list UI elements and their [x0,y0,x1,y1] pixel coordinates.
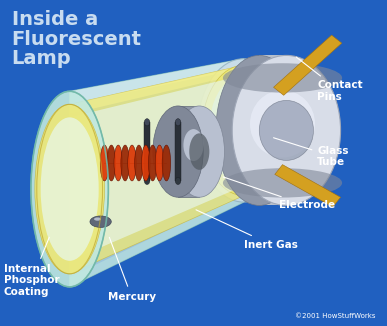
Text: Inside a
Fluorescent
Lamp: Inside a Fluorescent Lamp [12,10,142,68]
Polygon shape [70,75,244,261]
Ellipse shape [94,217,101,221]
Ellipse shape [107,145,116,181]
Ellipse shape [35,104,104,274]
Ellipse shape [155,145,164,181]
Ellipse shape [100,145,109,181]
Ellipse shape [202,65,286,196]
Ellipse shape [209,75,279,186]
Ellipse shape [223,168,342,198]
Ellipse shape [135,145,143,181]
Polygon shape [70,65,244,274]
Polygon shape [70,194,244,287]
Ellipse shape [121,145,129,181]
Ellipse shape [41,117,99,261]
Ellipse shape [114,145,123,181]
Ellipse shape [148,145,157,181]
Polygon shape [175,122,181,181]
Ellipse shape [144,177,150,185]
Text: Internal
Phosphor
Coating: Internal Phosphor Coating [4,237,60,297]
Ellipse shape [259,100,313,160]
Text: ©2001 HowStuffWorks: ©2001 HowStuffWorks [295,314,375,319]
Ellipse shape [162,145,171,181]
Text: Electrode: Electrode [223,177,335,210]
Ellipse shape [232,55,341,205]
Ellipse shape [142,145,150,181]
Text: Inert Gas: Inert Gas [196,210,298,249]
Polygon shape [178,106,199,197]
Ellipse shape [197,59,290,202]
Ellipse shape [216,55,303,205]
Ellipse shape [223,63,342,93]
Polygon shape [259,55,286,205]
Ellipse shape [250,90,315,157]
Ellipse shape [183,129,204,161]
Ellipse shape [153,106,203,197]
Ellipse shape [175,177,181,185]
Text: Glass
Tube: Glass Tube [274,138,349,167]
Ellipse shape [175,119,181,126]
Polygon shape [70,65,244,114]
Polygon shape [70,59,244,104]
Text: Contact
Pins: Contact Pins [296,57,363,102]
Ellipse shape [90,216,111,228]
Text: Mercury: Mercury [108,237,156,302]
Polygon shape [70,59,244,287]
Ellipse shape [189,133,209,170]
Ellipse shape [31,91,108,287]
Ellipse shape [144,119,150,126]
Polygon shape [144,122,150,181]
Ellipse shape [128,145,136,181]
Ellipse shape [174,106,224,197]
Polygon shape [274,35,342,95]
Polygon shape [275,165,341,207]
